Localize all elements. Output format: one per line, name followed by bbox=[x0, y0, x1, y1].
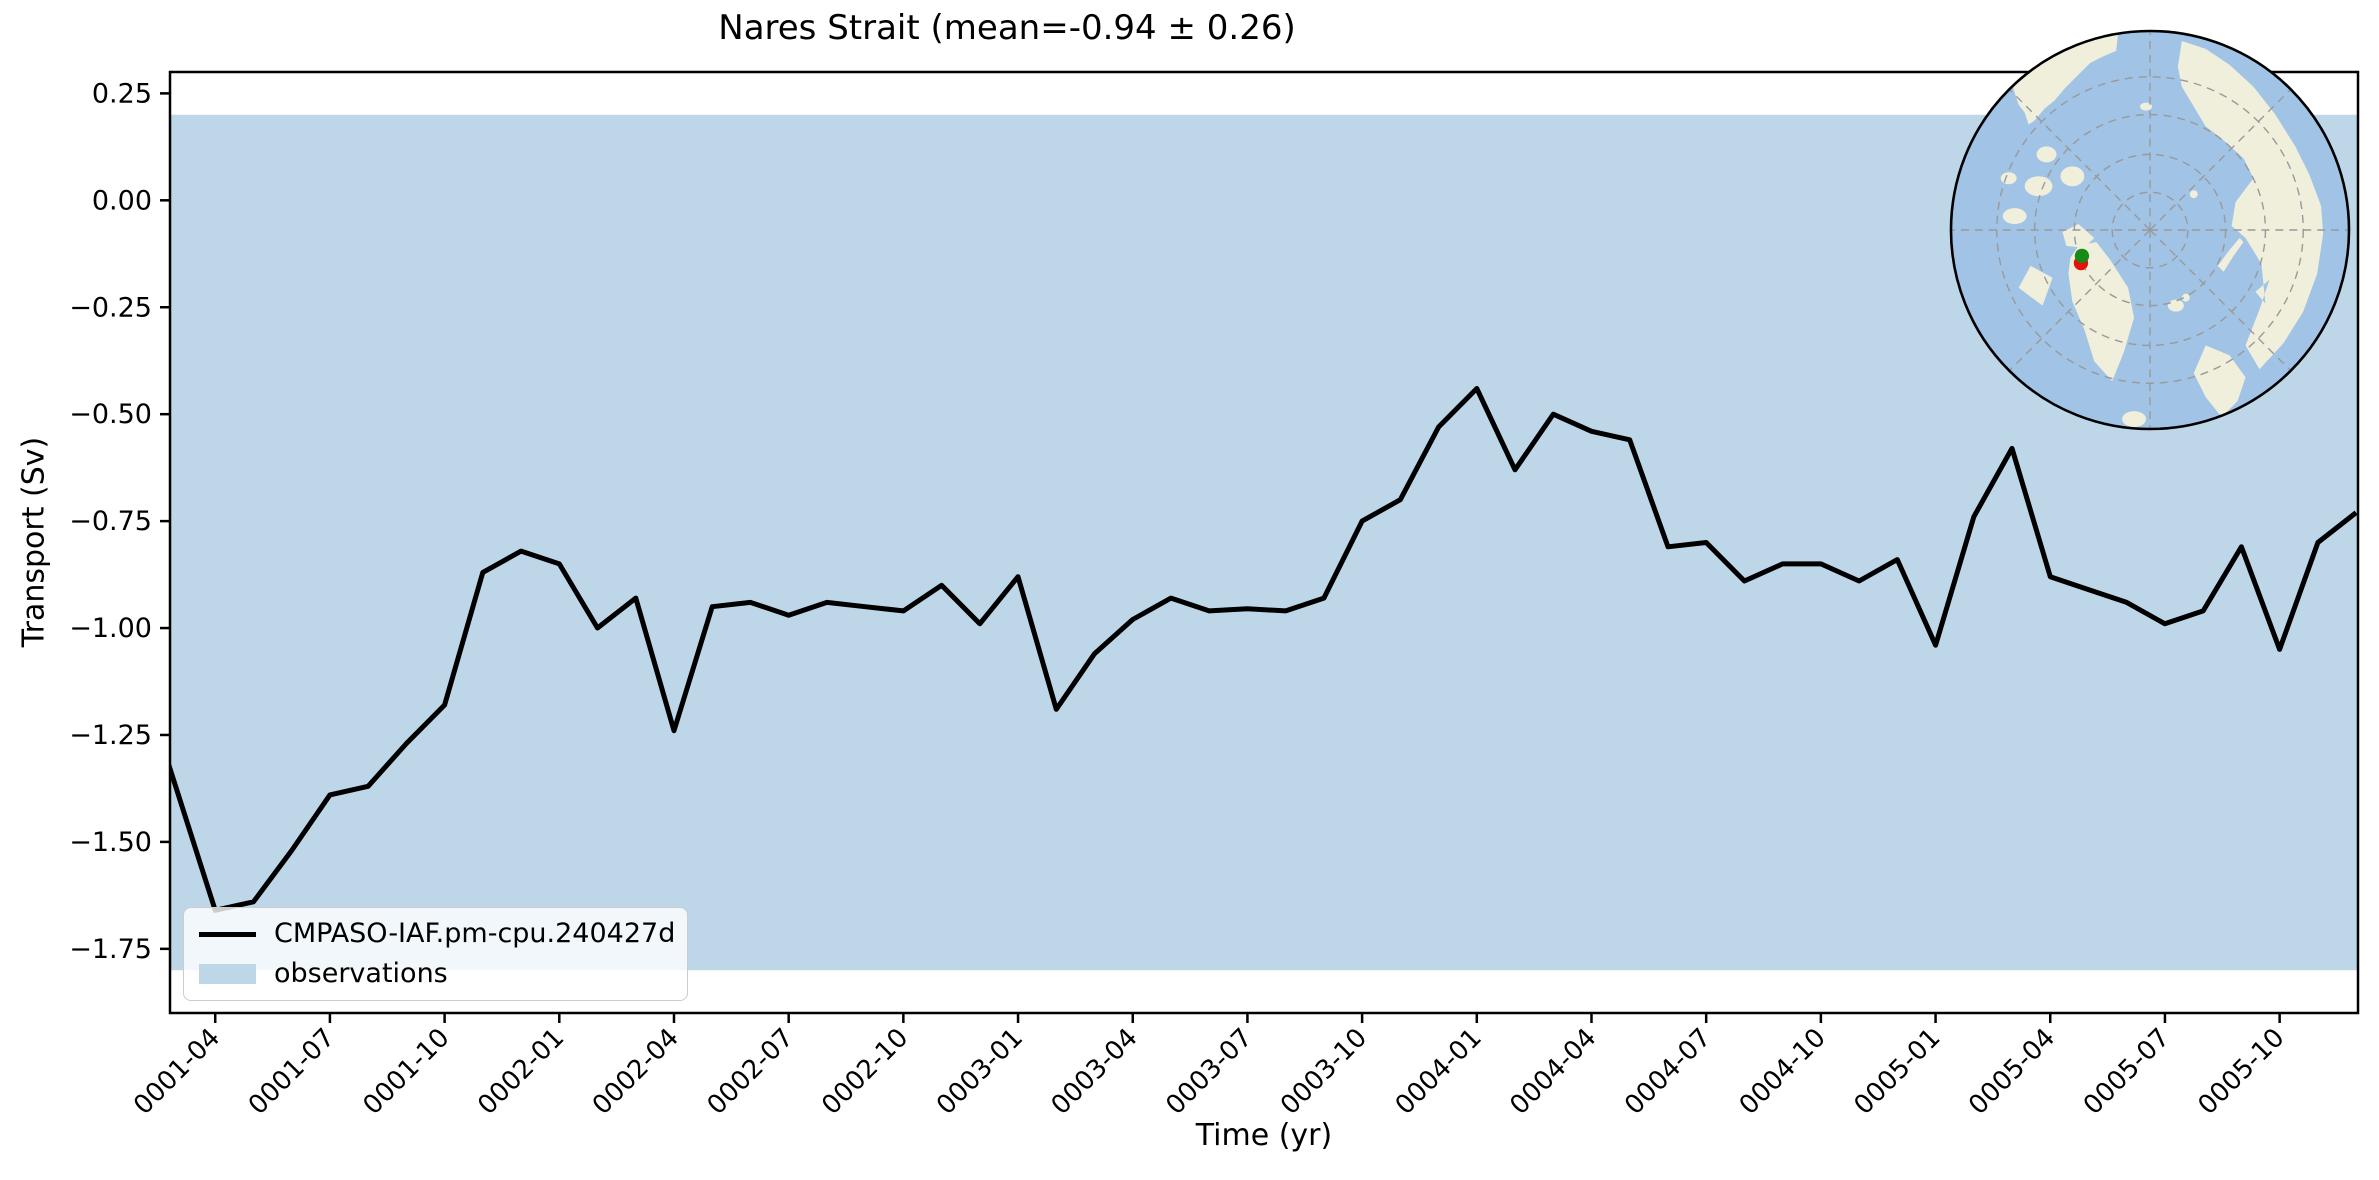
y-tick-label: 0.00 bbox=[92, 185, 152, 216]
x-tick-label: 0005-04 bbox=[1963, 1023, 2061, 1121]
x-tick-label: 0005-07 bbox=[2078, 1023, 2176, 1121]
x-tick-label: 0003-07 bbox=[1160, 1023, 1258, 1121]
x-tick-label: 0001-04 bbox=[128, 1023, 226, 1121]
x-tick-label: 0002-10 bbox=[816, 1023, 914, 1121]
island bbox=[2002, 208, 2027, 225]
observations-label: observations bbox=[274, 958, 448, 989]
inset-map-border bbox=[1949, 29, 2351, 431]
x-tick-label: 0003-10 bbox=[1275, 1023, 1373, 1121]
model-location-marker bbox=[2074, 248, 2090, 264]
x-axis-label: Time (yr) bbox=[1195, 1118, 1333, 1153]
observations-band-swatch bbox=[199, 963, 256, 984]
landmass bbox=[2177, 40, 2324, 370]
island bbox=[2181, 293, 2190, 302]
island bbox=[2140, 102, 2152, 111]
island bbox=[2036, 146, 2057, 163]
landmass bbox=[2068, 241, 2135, 382]
y-tick-label: −0.50 bbox=[69, 399, 152, 430]
x-tick-label: 0002-04 bbox=[587, 1023, 685, 1121]
landmass bbox=[2062, 224, 2095, 248]
x-tick-label: 0005-10 bbox=[2193, 1023, 2291, 1121]
landmass bbox=[2193, 345, 2246, 418]
series-line bbox=[170, 386, 2358, 913]
x-tick-label: 0004-01 bbox=[1390, 1023, 1488, 1121]
series-label: CMPASO-IAF.pm-cpu.240427d bbox=[274, 918, 676, 950]
axes-spines bbox=[168, 70, 2360, 1015]
y-tick-label: −0.25 bbox=[69, 292, 152, 323]
island bbox=[2060, 166, 2085, 187]
x-tick-label: 0004-04 bbox=[1504, 1023, 1602, 1121]
legend-entry-observations: observations bbox=[199, 959, 687, 989]
y-tick-label: −1.00 bbox=[69, 613, 152, 644]
island bbox=[2167, 299, 2184, 312]
island bbox=[2000, 172, 2017, 185]
y-tick-label: −0.75 bbox=[69, 506, 152, 537]
y-tick-label: −1.25 bbox=[69, 720, 152, 751]
x-tick-label: 0003-01 bbox=[931, 1023, 1029, 1121]
x-tick-label: 0005-01 bbox=[1848, 1023, 1946, 1121]
y-tick-label: −1.75 bbox=[69, 934, 152, 965]
landmass bbox=[2012, 32, 2119, 125]
landmass bbox=[2217, 237, 2244, 272]
legend-entry-series: CMPASO-IAF.pm-cpu.240427d bbox=[199, 919, 687, 949]
island bbox=[2189, 190, 2198, 199]
x-tick-label: 0004-10 bbox=[1734, 1023, 1832, 1121]
x-tick-label: 0002-07 bbox=[702, 1023, 800, 1121]
x-tick-label: 0003-04 bbox=[1046, 1023, 1144, 1121]
y-tick-label: 0.25 bbox=[92, 78, 152, 109]
y-axis-label: Transport (Sv) bbox=[16, 436, 52, 648]
x-tick-label: 0001-10 bbox=[358, 1023, 456, 1121]
island bbox=[2122, 411, 2147, 428]
y-tick-label: −1.50 bbox=[69, 827, 152, 858]
arctic-inset-map bbox=[1949, 29, 2351, 431]
x-tick-label: 0002-01 bbox=[472, 1023, 570, 1121]
series-line-swatch bbox=[199, 931, 256, 937]
legend: CMPASO-IAF.pm-cpu.240427d observations bbox=[183, 907, 688, 1001]
landmass bbox=[2018, 265, 2053, 306]
x-tick-label: 0001-07 bbox=[243, 1023, 341, 1121]
chart-title: Nares Strait (mean=-0.94 ± 0.26) bbox=[718, 8, 1296, 48]
island bbox=[2024, 176, 2053, 197]
x-tick-label: 0004-07 bbox=[1619, 1023, 1717, 1121]
